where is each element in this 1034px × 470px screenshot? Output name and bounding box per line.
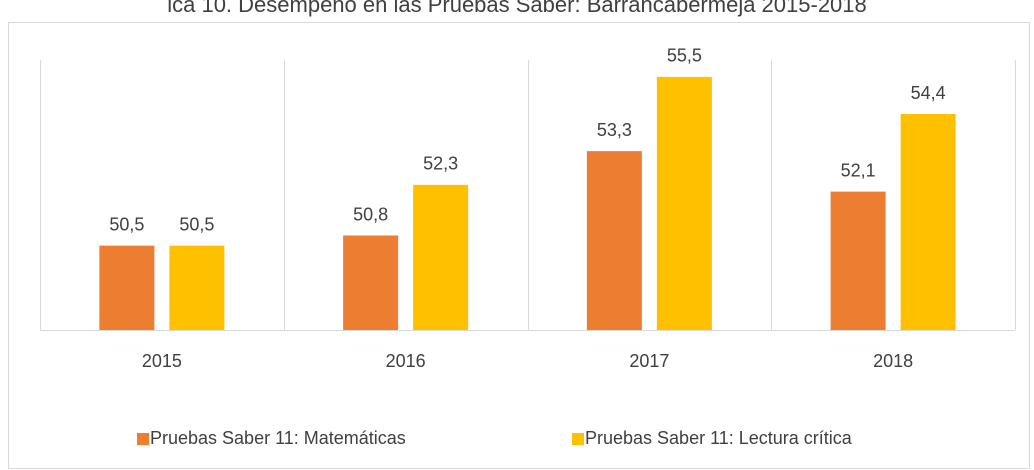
- bar: [343, 235, 399, 330]
- bar: [413, 184, 469, 330]
- data-label: 54,4: [911, 83, 946, 103]
- x-tick-label: 2016: [386, 351, 426, 371]
- bar: [830, 191, 886, 330]
- bar: [99, 245, 155, 330]
- x-tick-label: 2018: [873, 351, 913, 371]
- bar: [900, 114, 956, 330]
- data-label: 50,5: [179, 214, 214, 234]
- bar: [656, 76, 712, 330]
- bar: [586, 151, 642, 330]
- data-label: 50,5: [109, 214, 144, 234]
- chart-title: ica 10. Desempeño en las Pruebas Saber: …: [167, 0, 867, 17]
- data-label: 52,1: [841, 160, 876, 180]
- legend-label: Pruebas Saber 11: Matemáticas: [150, 428, 406, 448]
- data-label: 52,3: [423, 154, 458, 174]
- legend-swatch: [572, 433, 584, 445]
- x-tick-label: 2017: [629, 351, 669, 371]
- data-label: 50,8: [353, 204, 388, 224]
- data-label: 53,3: [597, 120, 632, 140]
- x-tick-label: 2015: [142, 351, 182, 371]
- legend-label: Pruebas Saber 11: Lectura crítica: [585, 428, 853, 448]
- legend-swatch: [137, 433, 149, 445]
- bar: [169, 245, 225, 330]
- data-label: 55,5: [667, 46, 702, 66]
